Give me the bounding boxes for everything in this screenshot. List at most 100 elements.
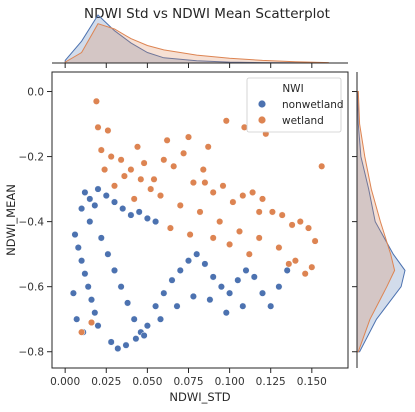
point-nonwetland-49 <box>140 331 148 340</box>
point-wetland-41 <box>275 244 283 252</box>
point-wetland-44 <box>245 250 253 258</box>
point-nonwetland-44 <box>283 266 291 274</box>
point-wetland-53 <box>301 270 309 278</box>
point-wetland-25 <box>318 162 326 170</box>
point-nonwetland-12 <box>71 231 79 239</box>
x-tick-label: 0.075 <box>173 376 203 388</box>
point-wetland-56 <box>87 318 96 327</box>
point-nonwetland-46 <box>114 344 122 353</box>
point-nonwetland-4 <box>78 205 86 213</box>
point-nonwetland-27 <box>143 322 151 330</box>
point-nonwetland-42 <box>267 302 275 310</box>
point-wetland-45 <box>226 240 234 248</box>
point-wetland-26 <box>311 237 319 245</box>
point-wetland-58 <box>255 208 263 216</box>
point-nonwetland-15 <box>81 270 89 278</box>
point-nonwetland-22 <box>110 266 119 274</box>
point-nonwetland-8 <box>127 211 135 219</box>
point-nonwetland-24 <box>124 299 132 307</box>
point-wetland-49 <box>101 166 109 174</box>
point-wetland-31 <box>184 133 193 141</box>
legend-frame <box>246 77 342 133</box>
point-wetland-3 <box>97 146 105 154</box>
x-tick-label: 0.000 <box>50 376 80 388</box>
y-tick-label: −0.4 <box>19 217 45 229</box>
point-nonwetland-10 <box>143 214 151 222</box>
point-nonwetland-43 <box>275 283 283 291</box>
point-nonwetland-57 <box>73 315 81 323</box>
point-nonwetland-0 <box>81 188 89 196</box>
point-nonwetland-38 <box>234 276 242 284</box>
legend-marker-nonwetland <box>258 100 266 108</box>
y-tick-label: −0.6 <box>19 282 45 294</box>
point-nonwetland-14 <box>78 257 86 265</box>
point-wetland-12 <box>189 179 197 187</box>
point-wetland-20 <box>268 208 276 216</box>
point-wetland-23 <box>296 218 304 226</box>
point-nonwetland-33 <box>193 250 201 258</box>
point-wetland-36 <box>176 201 184 209</box>
point-nonwetland-39 <box>242 266 250 274</box>
point-wetland-33 <box>133 143 142 151</box>
point-nonwetland-16 <box>84 283 92 291</box>
legend-label-nonwetland: nonwetland <box>282 99 344 111</box>
point-nonwetland-47 <box>122 341 130 349</box>
point-wetland-37 <box>196 208 204 216</box>
x-axis-ticks: 0.000 0.025 0.050 0.075 0.100 0.125 0.150 <box>50 63 327 388</box>
point-wetland-47 <box>166 224 174 232</box>
point-nonwetland-54 <box>222 309 230 317</box>
point-wetland-1 <box>94 123 102 131</box>
point-wetland-24 <box>304 224 313 232</box>
legend-label-wetland: wetland <box>282 115 324 127</box>
point-nonwetland-45 <box>107 338 115 346</box>
point-wetland-13 <box>199 166 207 174</box>
point-nonwetland-35 <box>209 273 217 281</box>
point-nonwetland-1 <box>86 195 94 203</box>
x-tick-label: 0.150 <box>297 376 327 388</box>
point-wetland-19 <box>258 195 267 203</box>
point-wetland-34 <box>120 172 128 180</box>
point-wetland-32 <box>204 143 212 151</box>
point-nonwetland-18 <box>91 309 99 317</box>
point-wetland-17 <box>239 192 247 200</box>
point-nonwetland-25 <box>130 315 138 323</box>
legend: NWI nonwetland wetland <box>246 77 344 133</box>
point-wetland-51 <box>130 195 138 203</box>
point-wetland-42 <box>291 257 299 265</box>
point-nonwetland-13 <box>74 244 82 252</box>
point-wetland-55 <box>78 328 86 336</box>
point-wetland-5 <box>117 156 125 164</box>
point-wetland-57 <box>137 175 145 183</box>
point-nonwetland-37 <box>226 289 234 297</box>
point-wetland-0 <box>92 97 100 105</box>
point-nonwetland-59 <box>86 218 94 226</box>
point-wetland-21 <box>278 211 286 219</box>
point-nonwetland-55 <box>239 302 247 310</box>
point-wetland-54 <box>201 179 209 187</box>
x-tick-label: 0.025 <box>91 376 121 388</box>
point-nonwetland-29 <box>160 289 168 297</box>
point-nonwetland-32 <box>184 257 193 265</box>
scatter-points <box>69 97 326 353</box>
point-wetland-38 <box>216 218 224 226</box>
point-wetland-35 <box>156 192 165 200</box>
point-wetland-8 <box>150 175 158 183</box>
right-kde-wetland <box>356 91 396 353</box>
y-axis-label: NDWI_MEAN <box>4 184 18 256</box>
point-nonwetland-41 <box>258 289 267 297</box>
point-wetland-50 <box>110 182 119 190</box>
point-wetland-39 <box>235 227 244 235</box>
chart-title: NDWI Std vs NDWI Mean Scatterplot <box>84 6 330 22</box>
right-marginal-kde <box>356 72 406 368</box>
point-nonwetland-19 <box>94 322 102 330</box>
main-axes-frame <box>51 71 349 369</box>
point-nonwetland-5 <box>91 201 99 209</box>
point-wetland-43 <box>308 263 316 271</box>
legend-title: NWI <box>282 83 303 95</box>
point-nonwetland-50 <box>156 315 165 323</box>
point-wetland-46 <box>209 234 217 242</box>
point-nonwetland-51 <box>173 302 181 310</box>
point-wetland-30 <box>163 136 171 144</box>
top-kde-wetland <box>64 23 329 64</box>
top-marginal-kde <box>52 14 348 64</box>
